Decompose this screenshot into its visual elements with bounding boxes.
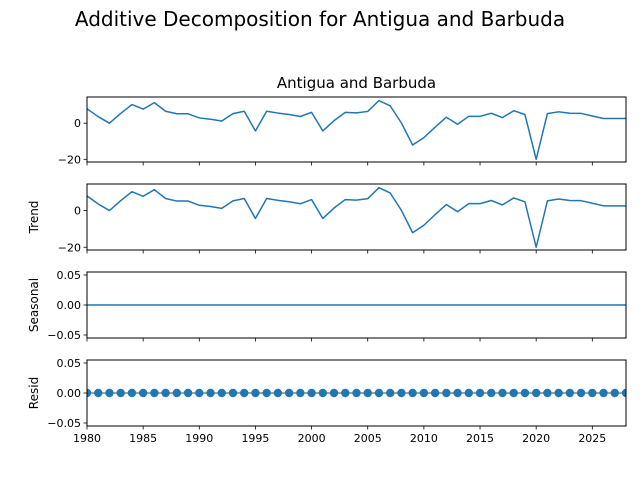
resid-point <box>520 388 530 398</box>
observed-axes-frame <box>86 96 627 163</box>
figure-suptitle: Additive Decomposition for Antigua and B… <box>75 7 565 31</box>
resid-point <box>195 388 204 398</box>
resid-point <box>183 388 193 398</box>
resid-point <box>150 388 159 398</box>
resid-point <box>475 388 485 398</box>
panel-observed: −20 0 Antigua and Barbuda <box>58 74 627 166</box>
resid-point <box>576 388 586 398</box>
panel-seasonal: −0.05 0.00 0.05 Seasonal <box>27 269 627 342</box>
resid-point <box>352 388 361 398</box>
resid-point <box>610 388 619 398</box>
seasonal-ylabel: Seasonal <box>27 278 41 332</box>
panel-trend: −20 0 Trend <box>27 183 627 254</box>
resid-point <box>430 388 440 398</box>
trend-series-line <box>87 186 626 248</box>
seasonal-ytick-label: 0.00 <box>57 299 82 312</box>
resid-point <box>105 388 114 398</box>
resid-point <box>487 388 496 398</box>
resid-point <box>408 388 417 398</box>
resid-point <box>554 388 563 398</box>
resid-point <box>206 388 215 398</box>
resid-ytick-label: 0.00 <box>57 387 82 400</box>
resid-point <box>453 388 462 398</box>
resid-point <box>531 388 541 398</box>
resid-ytick-label: −0.05 <box>47 417 81 430</box>
trend-ytick-label: 0 <box>74 205 81 218</box>
xtick-label: 2005 <box>354 432 382 445</box>
resid-point <box>228 388 238 398</box>
resid-point <box>363 388 372 398</box>
resid-point <box>262 388 271 398</box>
resid-data <box>87 388 626 398</box>
observed-data <box>87 99 626 161</box>
resid-point <box>588 388 597 398</box>
observed-ytick-label: −20 <box>58 153 81 166</box>
resid-point <box>318 388 328 398</box>
seasonal-ytick-label: 0.05 <box>57 269 82 282</box>
trend-ytick-label: −20 <box>58 241 81 254</box>
resid-point <box>138 388 148 398</box>
resid-point <box>307 388 316 398</box>
resid-ylabel: Resid <box>27 377 41 409</box>
resid-point <box>296 388 305 398</box>
resid-point <box>161 388 170 398</box>
resid-point <box>240 388 249 398</box>
resid-point <box>621 388 626 398</box>
resid-point <box>385 388 395 398</box>
resid-point <box>87 388 92 398</box>
xtick-label: 2010 <box>410 432 438 445</box>
xtick-label: 1985 <box>129 432 157 445</box>
resid-point <box>374 388 384 398</box>
resid-point <box>599 388 608 398</box>
resid-point <box>498 388 507 398</box>
xtick-label: 2025 <box>578 432 606 445</box>
resid-point <box>543 388 552 398</box>
resid-point <box>273 388 283 398</box>
resid-point <box>251 388 260 398</box>
resid-ytick-label: 0.05 <box>57 357 82 370</box>
trend-data <box>87 186 626 248</box>
xtick-label: 1990 <box>185 432 213 445</box>
observed-ytick-label: 0 <box>74 117 81 130</box>
xtick-label: 2000 <box>298 432 326 445</box>
xtick-label: 2020 <box>522 432 550 445</box>
resid-point <box>464 388 473 398</box>
resid-point <box>329 388 339 398</box>
xtick-label: 2015 <box>466 432 494 445</box>
observed-panel-title: Antigua and Barbuda <box>277 74 436 92</box>
resid-point <box>172 388 182 398</box>
panels-group: −20 0 Antigua and Barbuda −20 0 Trend −0.05 0.0… <box>27 74 627 445</box>
xtick-label: 1980 <box>73 432 101 445</box>
xtick-label: 1995 <box>241 432 269 445</box>
resid-point <box>341 388 350 398</box>
resid-point <box>442 388 451 398</box>
resid-point <box>509 388 518 398</box>
resid-point <box>127 388 137 398</box>
resid-point <box>116 388 125 398</box>
observed-series-line <box>87 99 626 161</box>
resid-point <box>94 388 103 398</box>
trend-ylabel: Trend <box>27 201 41 235</box>
resid-point <box>397 388 406 398</box>
resid-point <box>419 388 429 398</box>
panel-resid: −0.05 0.00 0.05 1980 1985 1990 1995 2000 2005 201… <box>27 357 627 445</box>
resid-point <box>284 388 294 398</box>
resid-point <box>217 388 226 398</box>
seasonal-ytick-label: −0.05 <box>47 329 81 342</box>
trend-axes-frame <box>86 183 627 251</box>
resid-point <box>565 388 575 398</box>
